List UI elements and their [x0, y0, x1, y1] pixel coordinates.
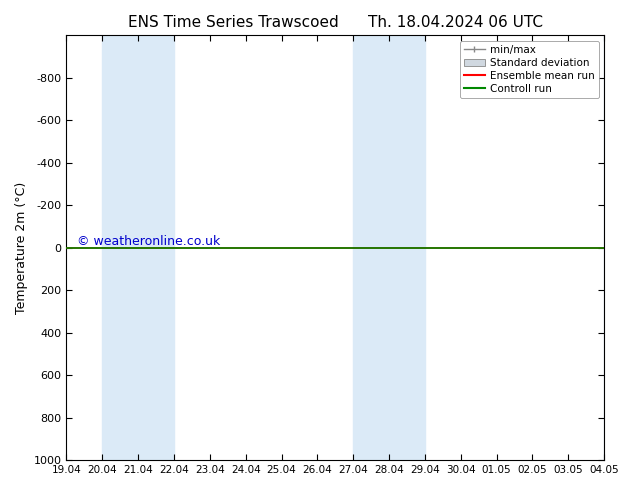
Bar: [102, 35, 174, 460]
Bar: [353, 35, 425, 460]
Text: © weatheronline.co.uk: © weatheronline.co.uk: [77, 235, 221, 248]
Y-axis label: Temperature 2m (°C): Temperature 2m (°C): [15, 182, 28, 314]
Legend: min/max, Standard deviation, Ensemble mean run, Controll run: min/max, Standard deviation, Ensemble me…: [460, 41, 599, 98]
Title: ENS Time Series Trawscoed      Th. 18.04.2024 06 UTC: ENS Time Series Trawscoed Th. 18.04.2024…: [128, 15, 543, 30]
Bar: [604, 35, 634, 460]
